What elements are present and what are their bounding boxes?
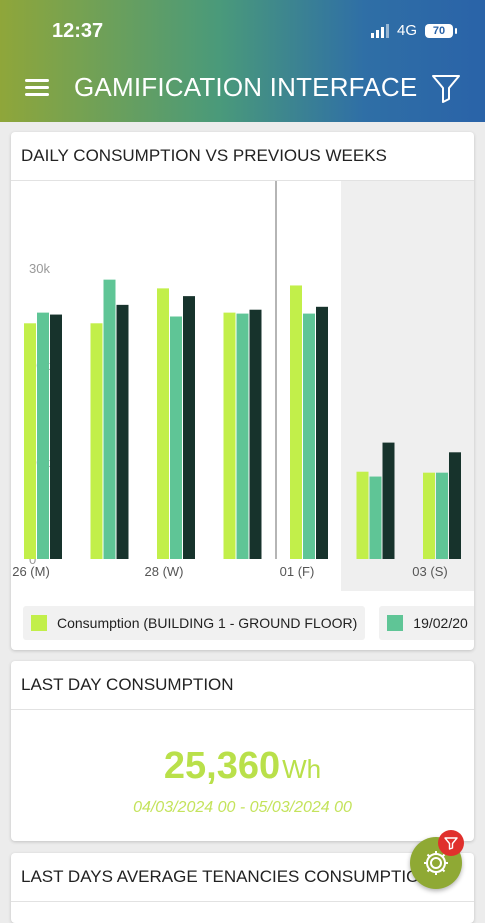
bar-2 [170, 316, 182, 559]
legend-label: 19/02/20 [413, 615, 468, 631]
app-header: 12:37 4G 70 GAMIFICATION INTERFACE [0, 0, 485, 122]
card-title: DAILY CONSUMPTION VS PREVIOUS WEEKS [11, 132, 474, 181]
legend-label: Consumption (BUILDING 1 - GROUND FLOOR) [57, 615, 358, 631]
bar-3 [249, 309, 262, 559]
signal-icon [370, 23, 389, 38]
bar-1 [90, 323, 103, 559]
status-time: 12:37 [52, 20, 104, 42]
consumption-unit: Wh [282, 754, 322, 784]
bar-2 [303, 313, 315, 559]
bar-3 [382, 442, 395, 559]
card-title: LAST DAY CONSUMPTION [11, 661, 474, 710]
y-tick-label: 30k [29, 261, 50, 276]
x-tick-label: 26 (M) [12, 564, 50, 579]
bar-2 [103, 279, 116, 559]
filter-icon[interactable] [430, 72, 462, 109]
y-tick-label: 0 [29, 552, 36, 567]
consumption-value: 25,360Wh [11, 745, 474, 788]
tenancies-consumption-card: LAST DAYS AVERAGE TENANCIES CONSUMPTIO [11, 853, 474, 923]
x-tick-label: 01 (F) [280, 564, 315, 579]
network-label: 4G [396, 22, 417, 39]
bar-1 [157, 288, 169, 559]
status-indicators: 4G 70 [370, 22, 457, 39]
daily-consumption-card: DAILY CONSUMPTION VS PREVIOUS WEEKS 010k… [11, 132, 474, 650]
consumption-chart-svg: 010k20k30k26 (M)28 (W)01 (F)03 (S) [12, 181, 474, 591]
consumption-number: 25,360 [163, 745, 281, 787]
legend-swatch [387, 615, 404, 631]
card-title: LAST DAYS AVERAGE TENANCIES CONSUMPTIO [11, 853, 474, 902]
legend-item-previous-week[interactable]: 19/02/20 [379, 606, 474, 640]
bar-2 [436, 472, 448, 559]
bar-3 [50, 314, 62, 559]
consumption-chart[interactable]: 010k20k30k26 (M)28 (W)01 (F)03 (S) [11, 181, 474, 591]
battery-icon: 70 [425, 23, 457, 38]
filter-badge-icon [438, 830, 464, 856]
x-tick-label: 28 (W) [145, 564, 184, 579]
date-range: 04/03/2024 00 - 05/03/2024 00 [133, 799, 352, 816]
bar-1 [423, 472, 435, 559]
bar-1 [223, 312, 236, 559]
page-title: GAMIFICATION INTERFACE [74, 72, 418, 102]
legend-swatch [31, 615, 47, 631]
bar-3 [316, 306, 328, 559]
gear-icon [424, 851, 448, 875]
bar-3 [116, 304, 129, 559]
x-tick-label: 03 (S) [412, 564, 447, 579]
bar-1 [356, 471, 369, 559]
last-day-consumption-card: LAST DAY CONSUMPTION 25,360Wh 04/03/2024… [11, 661, 474, 841]
bar-2 [369, 476, 382, 559]
bar-2 [37, 312, 49, 559]
battery-level: 70 [432, 24, 446, 37]
legend-item-consumption[interactable]: Consumption (BUILDING 1 - GROUND FLOOR) [23, 606, 366, 640]
bar-1 [290, 285, 302, 559]
menu-icon[interactable] [25, 79, 49, 97]
bar-1 [24, 323, 36, 559]
chart-legend: Consumption (BUILDING 1 - GROUND FLOOR) … [23, 606, 474, 640]
bar-3 [183, 296, 195, 559]
bar-2 [236, 313, 249, 559]
bar-3 [449, 452, 461, 559]
